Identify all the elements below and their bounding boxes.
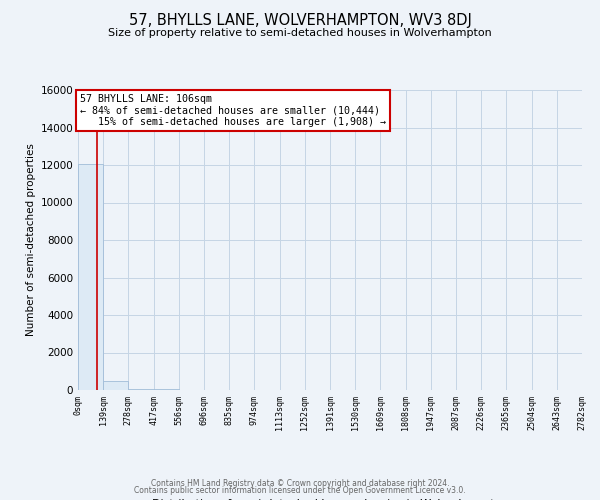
Text: 57 BHYLLS LANE: 106sqm
← 84% of semi-detached houses are smaller (10,444)
   15%: 57 BHYLLS LANE: 106sqm ← 84% of semi-det… (80, 94, 386, 127)
Text: Contains HM Land Registry data © Crown copyright and database right 2024.: Contains HM Land Registry data © Crown c… (151, 478, 449, 488)
Text: Contains public sector information licensed under the Open Government Licence v3: Contains public sector information licen… (134, 486, 466, 495)
Bar (103, 380, 128, 390)
Text: Size of property relative to semi-detached houses in Wolverhampton: Size of property relative to semi-detach… (108, 28, 492, 38)
Text: 57, BHYLLS LANE, WOLVERHAMPTON, WV3 8DJ: 57, BHYLLS LANE, WOLVERHAMPTON, WV3 8DJ (128, 12, 472, 28)
Y-axis label: Number of semi-detached properties: Number of semi-detached properties (26, 144, 36, 336)
Bar (128, 388, 154, 390)
Bar (78, 164, 103, 390)
